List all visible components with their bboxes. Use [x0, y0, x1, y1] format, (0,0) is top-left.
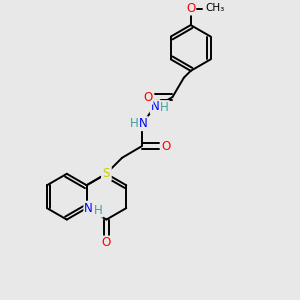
Text: N: N: [102, 167, 111, 180]
Text: H: H: [94, 204, 102, 217]
Text: S: S: [102, 167, 110, 180]
Text: N: N: [84, 202, 93, 214]
Text: CH₃: CH₃: [205, 3, 224, 13]
Text: O: O: [143, 91, 153, 104]
Text: H: H: [160, 101, 169, 114]
Text: H: H: [130, 117, 139, 130]
Text: N: N: [139, 117, 148, 130]
Text: O: O: [161, 140, 171, 153]
Text: O: O: [186, 2, 195, 14]
Text: N: N: [151, 100, 159, 113]
Text: O: O: [102, 236, 111, 250]
